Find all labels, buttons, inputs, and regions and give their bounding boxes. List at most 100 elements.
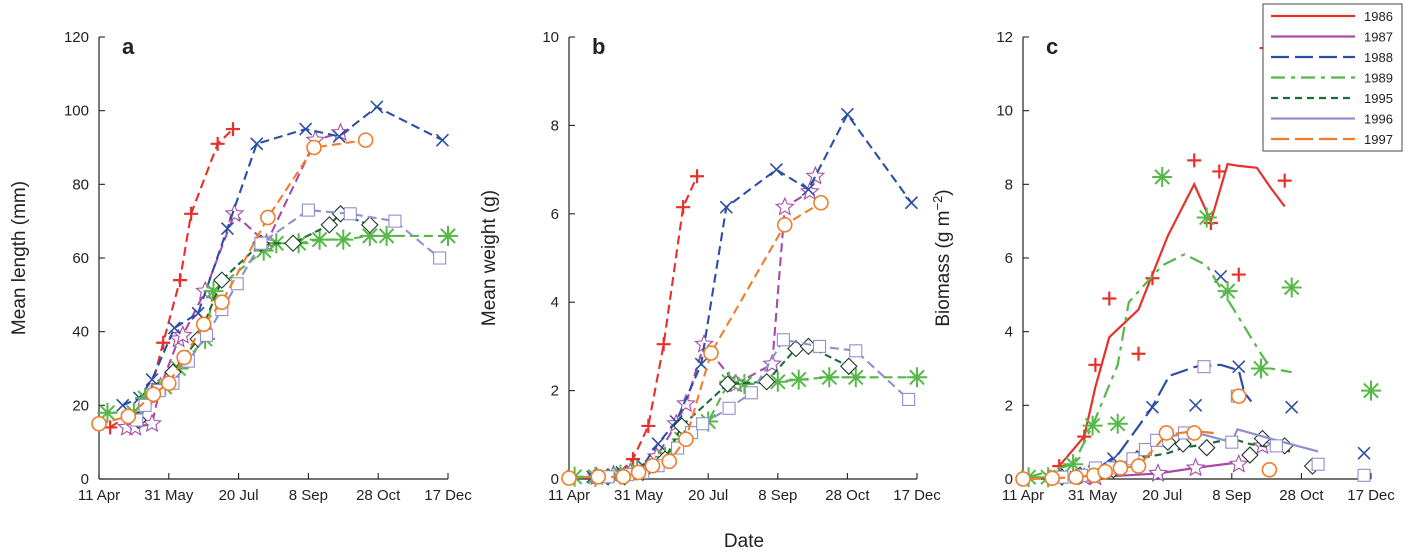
data-point-1987 — [1228, 453, 1249, 473]
data-point-1988 — [651, 437, 665, 451]
data-point-1989 — [1107, 413, 1128, 434]
data-point-1986 — [1145, 271, 1160, 286]
data-point-1997 — [630, 464, 647, 481]
x-tick-label: 8 Sep — [1212, 487, 1251, 504]
legend-label-1996: 1996 — [1364, 112, 1393, 127]
y-axis-label: Biomass (g m−2) — [930, 189, 954, 326]
data-point-1997 — [176, 349, 192, 366]
data-point-1997 — [306, 139, 322, 156]
data-point-1995 — [840, 357, 858, 376]
x-tick-label: 20 Jul — [1142, 487, 1182, 504]
y-tick-label: 2 — [1005, 397, 1013, 414]
y-tick-label: 4 — [551, 294, 559, 311]
y-tick-label: 20 — [72, 397, 89, 414]
data-point-1989 — [907, 367, 927, 388]
series-1996 — [130, 203, 447, 427]
data-point-1989 — [438, 225, 458, 246]
data-point-1996 — [1357, 468, 1371, 482]
data-point-1997 — [195, 316, 212, 333]
panel-label: b — [592, 34, 605, 59]
data-point-1996 — [902, 392, 916, 406]
series-1988 — [586, 107, 918, 484]
x-tick-label: 28 Oct — [1279, 487, 1324, 504]
data-point-1989 — [767, 371, 788, 392]
data-point-1986 — [1088, 357, 1103, 372]
data-point-1997 — [644, 457, 661, 474]
y-tick-label: 0 — [551, 471, 559, 488]
data-point-1996 — [696, 417, 710, 431]
data-point-1987 — [142, 413, 162, 433]
data-point-1986 — [1212, 164, 1227, 179]
data-point-1986 — [1187, 153, 1202, 168]
data-point-1989 — [1281, 277, 1302, 298]
legend-label-1987: 1987 — [1364, 30, 1393, 45]
data-point-1995 — [361, 216, 379, 234]
y-tick-label: 60 — [72, 250, 89, 267]
data-point-1997 — [661, 453, 678, 470]
y-tick-label: 0 — [81, 471, 89, 488]
data-point-1988 — [904, 196, 918, 210]
y-axis-label: Mean length (mm) — [9, 181, 30, 335]
legend-label-1989: 1989 — [1364, 71, 1393, 86]
data-point-1995 — [718, 375, 737, 393]
data-point-1997 — [1097, 463, 1113, 480]
series-line-1997 — [98, 139, 366, 425]
series-line-1986 — [1058, 162, 1286, 467]
series-line-1995 — [1061, 437, 1291, 479]
y-tick-label: 6 — [551, 206, 559, 223]
data-point-1987 — [172, 324, 193, 344]
data-point-1996 — [343, 207, 357, 221]
data-point-1989 — [135, 388, 156, 408]
y-tick-label: 10 — [996, 103, 1013, 120]
series-1987 — [586, 165, 826, 486]
data-point-1986 — [626, 452, 641, 467]
series-line-1989 — [1028, 253, 1292, 479]
data-point-1988 — [719, 200, 733, 214]
data-point-1988 — [250, 137, 264, 151]
x-tick-label: 8 Sep — [758, 487, 797, 504]
data-point-1988 — [1357, 446, 1371, 460]
data-point-1989 — [845, 367, 866, 388]
series-line-1997 — [568, 201, 822, 480]
y-tick-label: 80 — [72, 176, 89, 193]
series-line-1997 — [1022, 429, 1214, 481]
data-point-1989 — [359, 225, 380, 246]
y-tick-label: 120 — [64, 29, 89, 46]
data-point-1997 — [1230, 388, 1247, 404]
data-point-1997 — [703, 345, 719, 361]
x-tick-label: 20 Jul — [688, 487, 728, 504]
shared-x-axis-label: Date — [724, 531, 764, 552]
data-point-1997 — [214, 294, 230, 311]
data-point-1997 — [1044, 470, 1061, 487]
data-point-1989 — [1361, 380, 1381, 401]
data-point-1996 — [388, 214, 402, 228]
data-point-1989 — [1251, 358, 1271, 379]
panel-c: 0 2 4 6 8 10 12 11 Apr 31 May 20 Jul 8 Sep 28 Oct 17… — [930, 29, 1395, 504]
data-point-1988 — [769, 163, 783, 177]
data-point-1995 — [1197, 438, 1216, 457]
data-point-1995 — [213, 271, 231, 289]
panel-a: 0 20 40 60 80 100 120 11 Apr 31 May 20 Jul 8 Sep 28… — [9, 29, 472, 504]
x-tick-label: 31 May — [614, 487, 664, 504]
data-point-1997 — [615, 468, 632, 485]
data-point-1986 — [172, 273, 187, 288]
series-1988 — [116, 100, 449, 412]
y-tick-label: 10 — [542, 29, 559, 46]
x-tick-label: 11 Apr — [1002, 487, 1044, 504]
data-point-1988 — [299, 122, 313, 136]
data-point-1986 — [1231, 267, 1246, 282]
data-point-1986 — [1131, 346, 1146, 361]
series-1989 — [1018, 167, 1381, 488]
data-point-1988 — [1145, 400, 1160, 414]
data-point-1996 — [849, 344, 863, 358]
series-1997 — [91, 132, 374, 432]
y-tick-label: 12 — [996, 29, 1013, 46]
series-1997 — [1015, 388, 1278, 487]
data-point-1986 — [210, 136, 225, 151]
data-point-1996 — [813, 339, 827, 353]
y-axis-label: Mean weight (g) — [479, 190, 500, 326]
x-tick-label: 11 Apr — [78, 487, 120, 504]
legend-label-1997: 1997 — [1364, 132, 1393, 147]
data-point-1986 — [1102, 291, 1117, 306]
data-point-1997 — [813, 194, 829, 211]
